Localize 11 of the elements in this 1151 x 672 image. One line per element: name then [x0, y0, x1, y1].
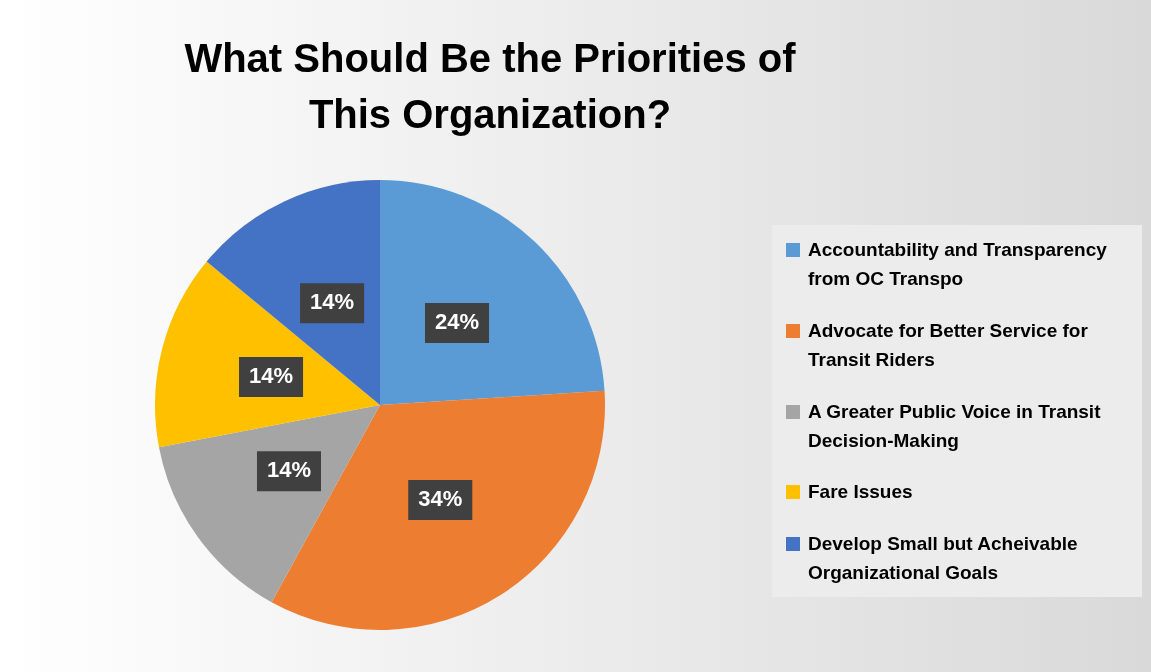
legend-label: Accountability and Transparency from OC Transpo: [808, 238, 1108, 291]
legend-label: Advocate for Better Service for Transit Riders: [808, 318, 1089, 372]
data-label: 14%: [310, 289, 355, 315]
data-label: 34%: [418, 486, 463, 512]
legend-label: A Greater Public Voice in Transit Decision-Making: [808, 399, 1102, 453]
data-label: 24%: [434, 309, 480, 335]
data-label: 14%: [249, 363, 294, 389]
data-label: 14%: [266, 457, 312, 483]
legend-label: Fare Issues: [808, 480, 913, 505]
legend-label: Develop Small but Acheivable Organizational Goals: [808, 532, 1079, 585]
chart-title: What Should Be the Priorities of This Organization?: [183, 35, 797, 138]
